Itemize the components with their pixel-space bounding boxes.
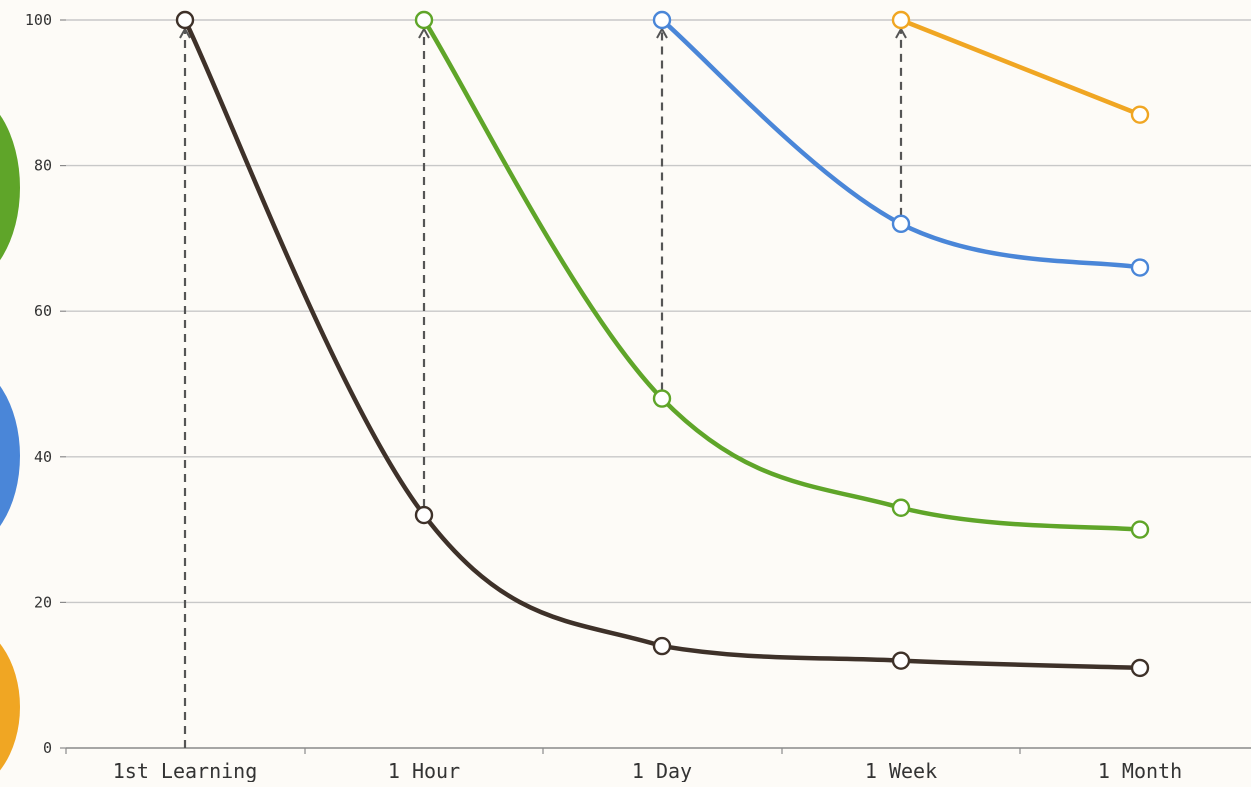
y-tick-label: 0 [43, 739, 52, 757]
series-line [421, 17, 1143, 532]
data-point [414, 505, 434, 525]
gridlines [66, 19, 1251, 604]
y-tick-label: 20 [34, 593, 52, 611]
series-line [898, 17, 1143, 117]
data-point [891, 498, 911, 517]
side-blob [0, 385, 20, 527]
x-tick-label: 1st Learning [113, 759, 258, 782]
review-arrows [185, 30, 901, 748]
y-tick-label: 100 [25, 11, 52, 29]
x-tick-label: 1 Day [632, 759, 692, 782]
x-tick-label: 1 Week [865, 759, 937, 782]
series-line [182, 17, 1143, 671]
side-blobs [0, 114, 20, 771]
data-point [1130, 105, 1150, 124]
data-point [1130, 520, 1150, 539]
side-blob [0, 643, 20, 771]
data-point [652, 10, 672, 30]
y-tick-label: 80 [34, 157, 52, 175]
data-point [175, 10, 195, 30]
data-point [414, 10, 434, 30]
side-blob [0, 114, 20, 261]
x-tick-label: 1 Month [1098, 759, 1182, 782]
data-point [891, 10, 911, 30]
series-points [175, 10, 1150, 678]
data-point [652, 636, 672, 656]
data-point [891, 214, 911, 234]
data-point [1130, 658, 1150, 678]
x-tick-label: 1 Hour [388, 759, 460, 782]
y-axis-ticks: 0 20 40 60 80 100 [25, 11, 66, 757]
x-axis: 1st Learning 1 Hour 1 Day 1 Week 1 Month [65, 747, 1251, 783]
y-tick-label: 60 [34, 302, 52, 320]
data-point [891, 651, 911, 670]
data-point [652, 389, 672, 408]
data-point [1130, 258, 1150, 277]
y-tick-label: 40 [34, 448, 52, 466]
